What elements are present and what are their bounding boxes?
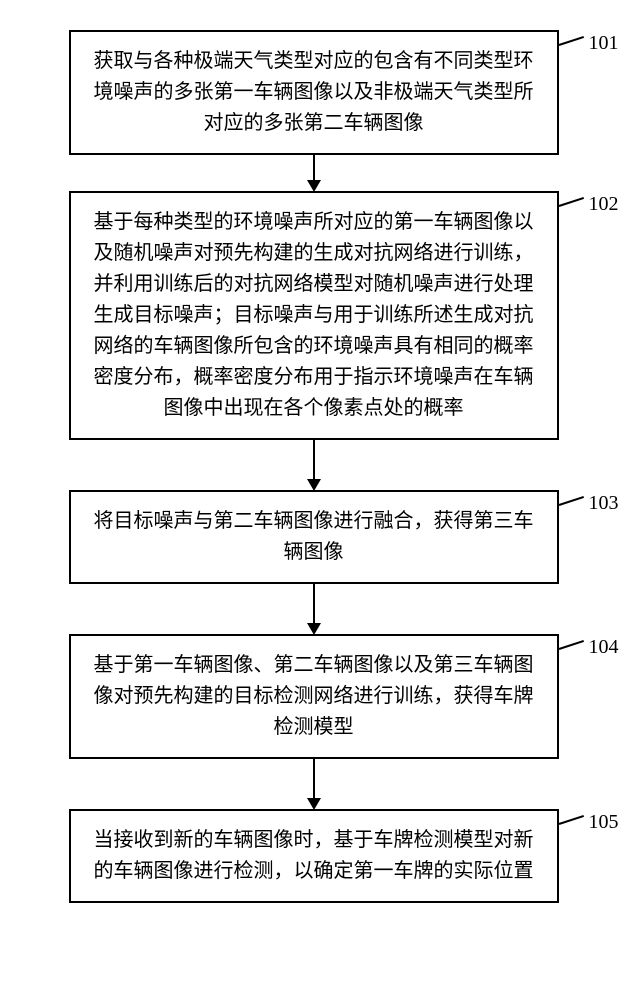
flow-box-text: 基于每种类型的环境噪声所对应的第一车辆图像以及随机噪声对预先构建的生成对抗网络进…	[89, 207, 539, 424]
step-label: 103	[589, 492, 619, 515]
label-tick	[558, 36, 583, 46]
flow-step: 基于第一车辆图像、第二车辆图像以及第三车辆图像对预先构建的目标检测网络进行训练，…	[40, 634, 587, 759]
flow-arrow	[40, 759, 587, 809]
arrow-line	[313, 759, 315, 799]
flow-box: 获取与各种极端天气类型对应的包含有不同类型环境噪声的多张第一车辆图像以及非极端天…	[69, 30, 559, 155]
flow-step: 获取与各种极端天气类型对应的包含有不同类型环境噪声的多张第一车辆图像以及非极端天…	[40, 30, 587, 155]
arrow-line	[313, 584, 315, 624]
step-label: 104	[589, 636, 619, 659]
flow-step: 将目标噪声与第二车辆图像进行融合，获得第三车辆图像103	[40, 490, 587, 584]
flow-box-text: 获取与各种极端天气类型对应的包含有不同类型环境噪声的多张第一车辆图像以及非极端天…	[89, 46, 539, 139]
flow-arrow	[40, 440, 587, 490]
label-tick	[558, 815, 583, 825]
flow-arrow	[40, 584, 587, 634]
flow-box-text: 将目标噪声与第二车辆图像进行融合，获得第三车辆图像	[89, 506, 539, 568]
step-label: 105	[589, 811, 619, 834]
step-label: 102	[589, 193, 619, 216]
flow-box: 基于第一车辆图像、第二车辆图像以及第三车辆图像对预先构建的目标检测网络进行训练，…	[69, 634, 559, 759]
flow-box: 将目标噪声与第二车辆图像进行融合，获得第三车辆图像	[69, 490, 559, 584]
arrow-line	[313, 155, 315, 181]
flow-step: 基于每种类型的环境噪声所对应的第一车辆图像以及随机噪声对预先构建的生成对抗网络进…	[40, 191, 587, 440]
flow-box-text: 当接收到新的车辆图像时，基于车牌检测模型对新的车辆图像进行检测，以确定第一车牌的…	[89, 825, 539, 887]
flowchart-container: 获取与各种极端天气类型对应的包含有不同类型环境噪声的多张第一车辆图像以及非极端天…	[0, 0, 627, 1000]
label-tick	[558, 197, 583, 207]
flowchart: 获取与各种极端天气类型对应的包含有不同类型环境噪声的多张第一车辆图像以及非极端天…	[40, 30, 587, 903]
flow-box: 基于每种类型的环境噪声所对应的第一车辆图像以及随机噪声对预先构建的生成对抗网络进…	[69, 191, 559, 440]
flow-box: 当接收到新的车辆图像时，基于车牌检测模型对新的车辆图像进行检测，以确定第一车牌的…	[69, 809, 559, 903]
step-label: 101	[589, 32, 619, 55]
flow-arrow	[40, 155, 587, 191]
label-tick	[558, 640, 583, 650]
flow-step: 当接收到新的车辆图像时，基于车牌检测模型对新的车辆图像进行检测，以确定第一车牌的…	[40, 809, 587, 903]
label-tick	[558, 496, 583, 506]
flow-box-text: 基于第一车辆图像、第二车辆图像以及第三车辆图像对预先构建的目标检测网络进行训练，…	[89, 650, 539, 743]
arrow-line	[313, 440, 315, 480]
